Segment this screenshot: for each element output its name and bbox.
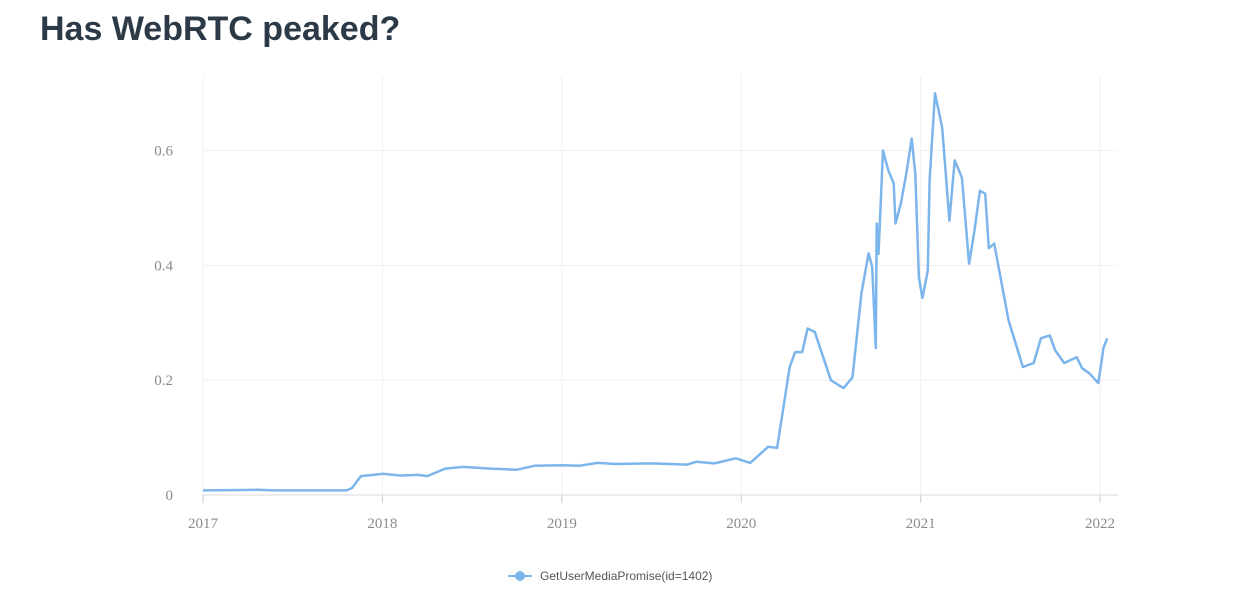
legend[interactable]: GetUserMediaPromise(id=1402): [508, 569, 712, 583]
slide-title: Has WebRTC peaked?: [40, 10, 401, 48]
series-line: [202, 91, 1109, 492]
y-tick-label: 0.2: [154, 373, 173, 389]
series-group: [202, 91, 1109, 492]
y-tick-label: 0.4: [154, 258, 173, 274]
x-tick-label: 2017: [188, 516, 219, 532]
x-tick-label: 2019: [547, 516, 577, 532]
legend-label[interactable]: GetUserMediaPromise(id=1402): [540, 569, 712, 583]
x-tick-label: 2020: [726, 516, 756, 532]
x-tick-label: 2021: [906, 516, 936, 532]
legend-circle-icon: [515, 571, 525, 581]
y-axis-ticks: 0 0.2 0.4 0.6: [154, 144, 173, 504]
x-axis-ticks: 2017 2018 2019 2020 2021 2022: [188, 495, 1115, 532]
x-tick-label: 2022: [1085, 516, 1115, 532]
gridlines: [202, 76, 1118, 496]
y-tick-label: 0.6: [154, 144, 173, 160]
x-tick-label: 2018: [367, 516, 397, 532]
y-tick-label: 0: [166, 488, 174, 504]
